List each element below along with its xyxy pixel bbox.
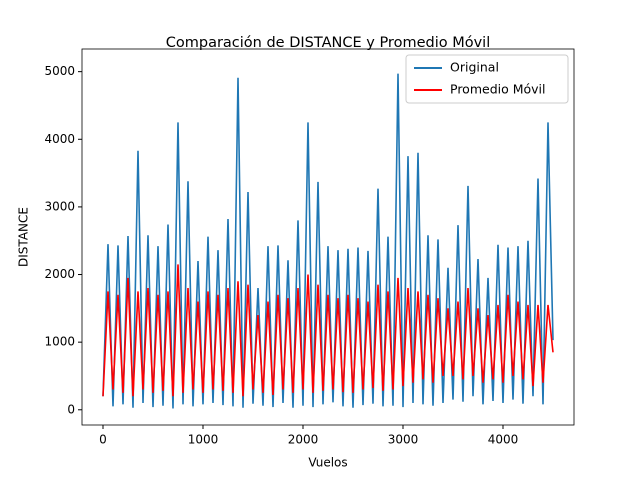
legend-label: Promedio Móvil: [450, 82, 546, 97]
y-tick-label: 0: [67, 402, 75, 416]
x-tick-label: 4000: [488, 433, 519, 447]
y-tick-label: 5000: [44, 64, 75, 78]
plot-frame: [81, 48, 575, 426]
x-tick-label: 1000: [188, 433, 219, 447]
x-tick-label: 0: [99, 433, 107, 447]
series-line: [102, 73, 554, 409]
series-line: [102, 264, 554, 397]
y-tick-label: 2000: [44, 267, 75, 281]
y-tick-label: 1000: [44, 335, 75, 349]
x-axis-label: Vuelos: [308, 456, 347, 470]
x-tick-label: 3000: [388, 433, 419, 447]
y-axis-label: DISTANCE: [17, 207, 31, 267]
legend-box: [405, 54, 569, 104]
chart-title: Comparación de DISTANCE y Promedio Móvil: [166, 35, 490, 51]
y-tick-label: 3000: [44, 199, 75, 213]
y-tick-label: 4000: [44, 132, 75, 146]
x-tick-label: 2000: [288, 433, 319, 447]
legend-label: Original: [450, 60, 499, 75]
